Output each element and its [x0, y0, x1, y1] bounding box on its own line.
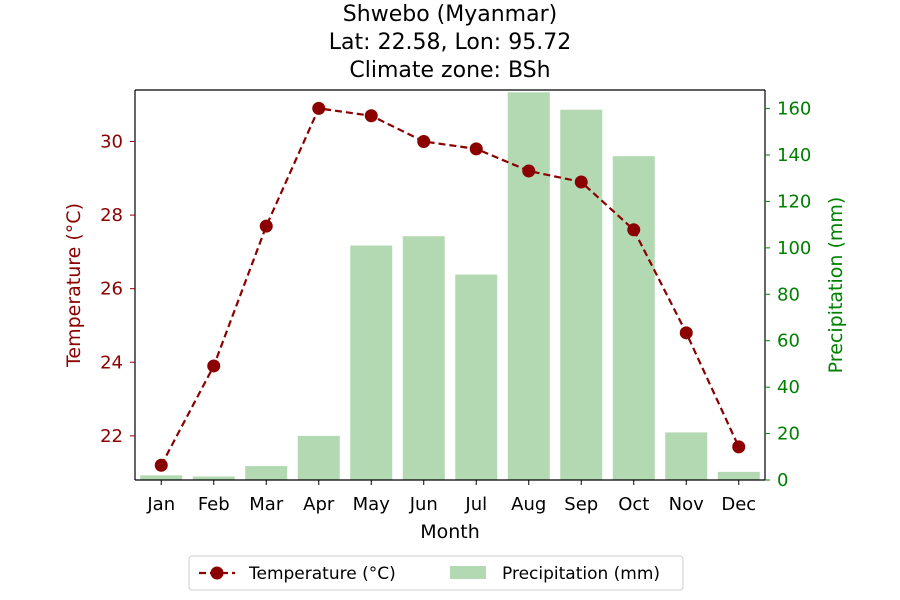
precipitation-bar-oct — [612, 156, 655, 481]
temperature-point-may — [364, 109, 378, 123]
temperature-point-jan — [154, 458, 168, 472]
right-tick-label: 80 — [777, 284, 800, 305]
right-tick-label: 0 — [777, 470, 788, 491]
temperature-point-jun — [417, 135, 431, 149]
precipitation-bar-nov — [665, 432, 708, 480]
temperature-point-jul — [469, 142, 483, 156]
precipitation-bars — [140, 92, 760, 481]
legend-box — [188, 555, 684, 591]
chart-title: Shwebo (Myanmar) Lat: 22.58, Lon: 95.72 … — [329, 2, 571, 83]
temperature-point-feb — [207, 359, 221, 373]
precipitation-bar-jul — [455, 274, 498, 480]
temperature-point-apr — [312, 101, 326, 115]
left-tick-label: 30 — [100, 132, 123, 153]
temperature-point-sep — [574, 175, 588, 189]
right-tick-label: 20 — [777, 424, 800, 445]
x-tick-label: Nov — [669, 494, 704, 515]
x-tick-label: Sep — [564, 494, 598, 515]
temperature-point-dec — [732, 440, 746, 454]
x-axis-label: Month — [420, 521, 480, 543]
left-tick-label: 24 — [100, 352, 123, 373]
legend-temperature-marker — [210, 566, 224, 580]
x-tick-label: Jun — [409, 494, 438, 515]
x-tick-label: Apr — [303, 494, 335, 515]
precipitation-bar-jan — [140, 475, 183, 480]
precipitation-bar-sep — [560, 109, 603, 480]
right-tick-label: 60 — [777, 331, 800, 352]
title-line-3: Climate zone: BSh — [349, 58, 550, 83]
x-tick-label: Jul — [464, 494, 487, 515]
precipitation-bar-apr — [297, 435, 340, 480]
precipitation-bar-mar — [245, 466, 288, 480]
precipitation-bar-may — [350, 245, 393, 480]
right-tick-label: 100 — [777, 238, 811, 259]
x-tick-label: Jan — [146, 494, 175, 515]
right-axis-label: Precipitation (mm) — [825, 197, 847, 374]
legend-precipitation-label: Precipitation (mm) — [502, 564, 660, 584]
precipitation-bar-dec — [717, 471, 760, 480]
precipitation-bar-aug — [507, 92, 550, 481]
x-tick-label: Oct — [618, 494, 649, 515]
right-tick-label: 120 — [777, 191, 811, 212]
temperature-point-mar — [259, 219, 273, 233]
title-line-2: Lat: 22.58, Lon: 95.72 — [329, 30, 571, 55]
legend: Temperature (°C) Precipitation (mm) — [188, 555, 684, 591]
precipitation-bar-jun — [402, 236, 445, 480]
temperature-point-aug — [522, 164, 536, 178]
right-tick-label: 40 — [777, 377, 800, 398]
right-tick-label: 160 — [777, 99, 811, 120]
left-axis-ticks: 22 24 26 28 30 — [100, 132, 135, 447]
left-axis-label: Temperature (°C) — [63, 203, 85, 368]
legend-temperature-label: Temperature (°C) — [248, 564, 396, 584]
legend-precipitation-swatch — [450, 566, 486, 579]
temperature-line — [154, 101, 746, 472]
x-tick-label: Feb — [198, 494, 230, 515]
precipitation-bar-feb — [192, 476, 235, 480]
left-tick-label: 26 — [100, 279, 123, 300]
temperature-point-oct — [627, 223, 641, 237]
right-axis-ticks: 0 20 40 60 80 100 120 140 160 — [765, 99, 811, 491]
x-tick-label: May — [353, 494, 391, 515]
x-axis-ticks: Jan Feb Mar Apr May Jun Jul Aug Sep Oct Nov Dec — [146, 480, 756, 515]
title-line-1: Shwebo (Myanmar) — [343, 2, 557, 27]
plot-frame — [134, 89, 766, 481]
left-tick-label: 22 — [100, 426, 123, 447]
temperature-series-line — [160, 107, 740, 466]
right-tick-label: 140 — [777, 145, 811, 166]
left-tick-label: 28 — [100, 205, 123, 226]
temperature-point-nov — [679, 326, 693, 340]
x-tick-label: Dec — [721, 494, 756, 515]
x-tick-label: Mar — [249, 494, 284, 515]
x-tick-label: Aug — [511, 494, 546, 515]
